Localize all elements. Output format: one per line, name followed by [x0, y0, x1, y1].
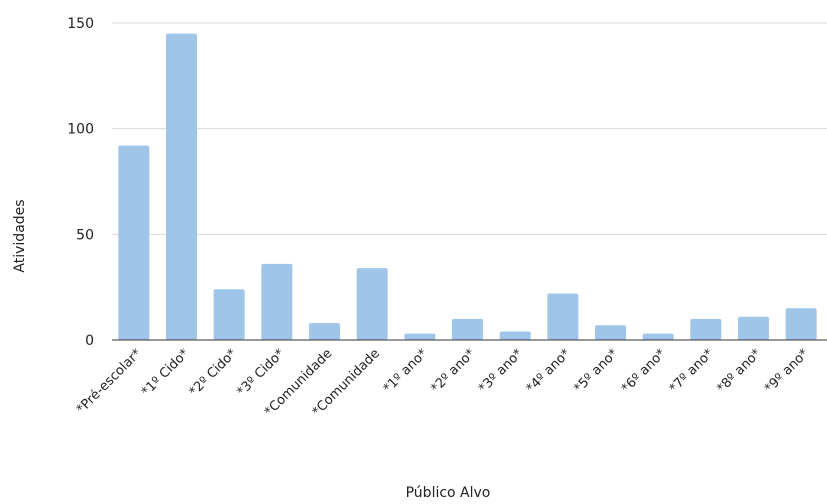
bar — [642, 333, 674, 340]
x-tick-label: *7º ano* — [667, 346, 717, 396]
bars — [118, 33, 817, 341]
y-axis-label: Atividades — [12, 199, 28, 272]
bar — [690, 318, 722, 340]
y-tick-label: 50 — [76, 227, 94, 243]
x-tick-label: *2º ano* — [428, 346, 478, 396]
x-tick-label: *9º ano* — [762, 346, 812, 396]
x-tick-label: *4º ano* — [524, 346, 574, 396]
bar — [595, 325, 626, 340]
x-axis-ticks: *Pré-escolar**1º Cido**2º Cido**3º Cido*… — [74, 346, 812, 420]
x-tick-label: *6º ano* — [619, 346, 669, 396]
bar — [452, 318, 483, 340]
bar — [738, 316, 769, 340]
y-axis-ticks: 0 50 100 150 — [67, 16, 94, 349]
x-axis-label: Público Alvo — [406, 485, 491, 501]
bar — [261, 263, 293, 340]
y-tick-label: 100 — [67, 122, 94, 138]
y-tick-label: 0 — [85, 333, 94, 349]
bar — [547, 293, 579, 340]
bar — [785, 308, 817, 340]
x-tick-label: *8º ano* — [714, 346, 764, 396]
x-tick-label: *Pré-escolar* — [74, 346, 145, 417]
x-tick-label: *1º Cido* — [139, 346, 193, 400]
bar — [309, 323, 340, 340]
x-tick-label: *2º Cido* — [187, 346, 241, 400]
x-tick-label: *5º ano* — [571, 346, 621, 396]
bar — [213, 289, 245, 340]
x-tick-label: *3º ano* — [476, 346, 526, 396]
x-tick-label: *1º ano* — [381, 346, 431, 396]
bar — [118, 145, 150, 340]
bar — [499, 331, 531, 340]
y-tick-label: 150 — [67, 16, 94, 32]
bar — [404, 333, 436, 340]
gridlines — [112, 22, 827, 235]
bar — [356, 268, 388, 340]
bar — [166, 33, 197, 341]
